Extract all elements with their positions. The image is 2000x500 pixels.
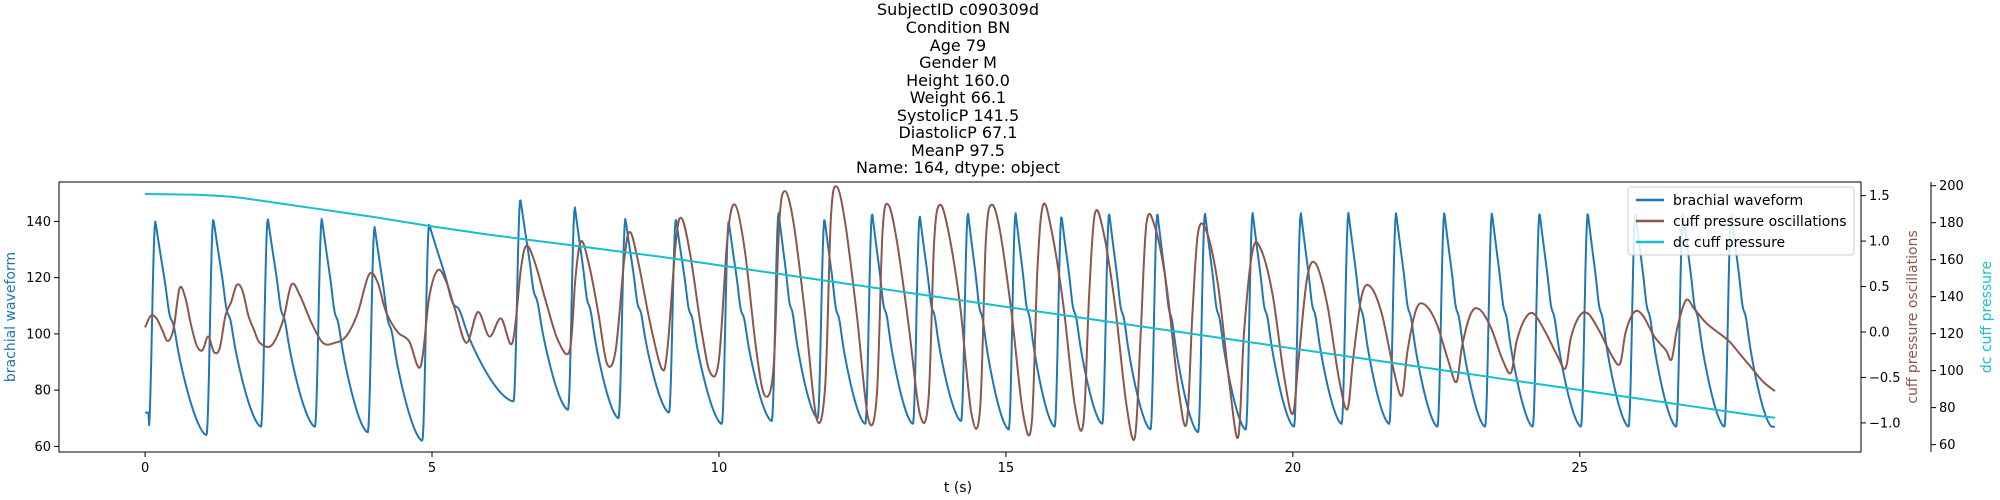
x-tick-label: 0	[141, 461, 149, 476]
ticks-layer: 0 5 10 15 20 25 60 80 100 120 140 −1.0 −0.5 0.0 0.5 1.0…	[26, 179, 1964, 476]
right1-y-tick-label: 1.5	[1869, 189, 1890, 204]
chart-title: SubjectID c090309d Condition BN Age 79 G…	[856, 0, 1060, 177]
right1-y-tick-label: 0.0	[1869, 326, 1890, 341]
right1-y-tick-label: −1.0	[1869, 416, 1901, 431]
right1-y-tick-label: −0.5	[1869, 371, 1901, 386]
right2-y-tick-label: 180	[1939, 216, 1964, 231]
title-line: SystolicP 141.5	[897, 106, 1019, 125]
right2-y-tick-label: 140	[1939, 290, 1964, 305]
plot-frame	[58, 181, 1862, 453]
series-dc-cuff-pressure	[145, 193, 1776, 419]
title-line: Age 79	[930, 36, 986, 55]
left-y-tick-label: 120	[26, 271, 51, 286]
right1-y-tick-label: 1.0	[1869, 235, 1890, 250]
title-line: Condition BN	[906, 18, 1010, 37]
x-tick-label: 10	[711, 461, 728, 476]
title-line: SubjectID c090309d	[877, 0, 1039, 19]
series-brachial-waveform	[144, 199, 1776, 442]
legend-entry-dc-cuff: dc cuff pressure	[1673, 235, 1785, 251]
right2-y-tick-label: 120	[1939, 327, 1964, 342]
title-line: Gender M	[919, 53, 997, 72]
right2-y-tick-label: 200	[1939, 179, 1964, 194]
title-line: MeanP 97.5	[911, 141, 1005, 160]
right2-y-tick-label: 80	[1939, 401, 1956, 416]
x-tick-label: 25	[1572, 461, 1589, 476]
legend: brachial waveform cuff pressure oscillat…	[1627, 186, 1855, 256]
left-y-tick-label: 100	[26, 327, 51, 342]
right2-y-tick-label: 160	[1939, 253, 1964, 268]
series-cuff-pressure-oscillations	[144, 185, 1776, 441]
series-layer	[144, 185, 1776, 442]
legend-entry-brachial: brachial waveform	[1673, 193, 1803, 209]
right2-y-tick-label: 60	[1939, 438, 1956, 453]
right1-axis-label: cuff pressure oscillations	[1905, 230, 1921, 404]
title-line: DiastolicP 67.1	[898, 123, 1017, 142]
left-y-tick-label: 80	[34, 384, 51, 399]
x-axis-label: t (s)	[944, 480, 972, 496]
title-line: Name: 164, dtype: object	[856, 158, 1060, 177]
left-axis-label: brachial waveform	[3, 252, 19, 382]
x-tick-label: 15	[998, 461, 1015, 476]
right1-y-tick-label: 0.5	[1869, 280, 1890, 295]
right2-y-tick-label: 100	[1939, 364, 1964, 379]
x-tick-label: 5	[428, 461, 436, 476]
legend-box	[1627, 186, 1855, 256]
legend-entry-cuff-osc: cuff pressure oscillations	[1673, 214, 1847, 230]
title-line: Weight 66.1	[910, 88, 1006, 107]
right2-axis-label: dc cuff pressure	[1979, 261, 1995, 373]
title-line: Height 160.0	[906, 71, 1010, 90]
left-y-tick-label: 60	[34, 440, 51, 455]
x-tick-label: 20	[1285, 461, 1302, 476]
left-y-tick-label: 140	[26, 215, 51, 230]
